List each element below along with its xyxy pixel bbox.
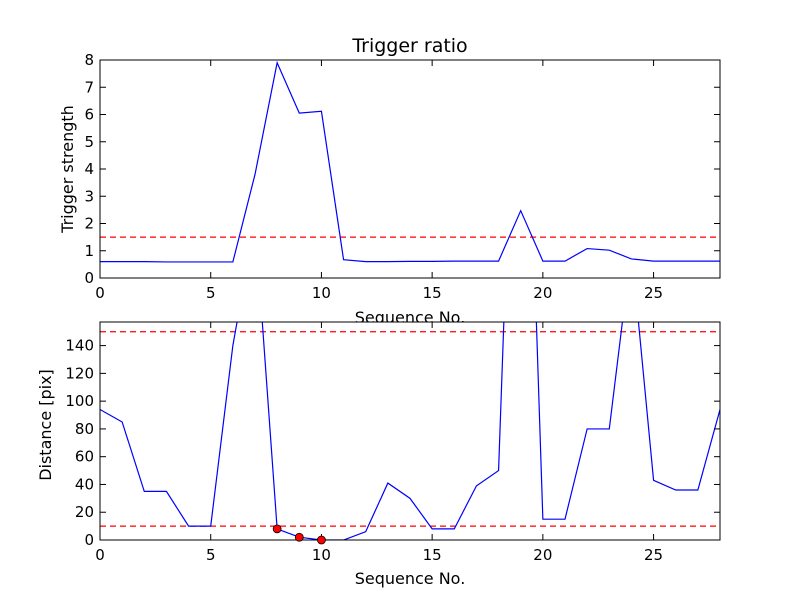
data-point-marker [272, 524, 282, 534]
y-tick-label: 100 [65, 392, 94, 410]
x-tick-label: 15 [423, 546, 442, 564]
distance-chart: 0 5 10 15 20 25 0 20 40 60 80 100 120 140 Sequence No… [36, 321, 721, 588]
series-line [100, 60, 720, 263]
y-axis-label: Trigger strength [58, 105, 77, 234]
y-tick-label: 6 [84, 106, 94, 124]
y-tick-label: 40 [75, 475, 94, 493]
x-axis-label: Sequence No. [355, 569, 466, 588]
y-tick-label: 0 [84, 269, 94, 287]
plot-frame [99, 321, 721, 541]
x-tick-label: 0 [95, 284, 105, 302]
y-tick-label: 0 [84, 531, 94, 549]
y-tick-label: 5 [84, 133, 94, 151]
y-tick-label: 120 [65, 364, 94, 382]
data-point-marker [294, 532, 304, 542]
y-tick-label: 4 [84, 160, 94, 178]
y-tick-label: 140 [65, 337, 94, 355]
x-tick-label: 20 [533, 546, 552, 564]
plot-area [100, 322, 720, 540]
x-tick-label: 0 [95, 546, 105, 564]
y-tick-label: 1 [84, 242, 94, 260]
x-tick-label: 5 [206, 284, 216, 302]
y-tick-label: 60 [75, 448, 94, 466]
y-tick-label: 20 [75, 503, 94, 521]
x-tick-label: 10 [312, 546, 331, 564]
x-tick-label: 25 [644, 284, 663, 302]
chart-title: Trigger ratio [351, 35, 467, 57]
marker-group [272, 524, 326, 545]
y-tick-label: 7 [84, 78, 94, 96]
data-point-marker [317, 535, 326, 545]
y-axis-label: Distance [pix] [36, 369, 55, 481]
series-line [100, 322, 720, 540]
x-tick-label: 5 [206, 546, 216, 564]
ticks: 0 5 10 15 20 25 0 20 40 60 80 100 120 140 [65, 322, 720, 564]
x-tick-label: 10 [312, 284, 331, 302]
series-group [100, 322, 720, 540]
y-tick-label: 8 [84, 51, 94, 69]
plot-area [100, 60, 720, 278]
y-tick-label: 80 [75, 420, 94, 438]
plot-frame [99, 59, 721, 279]
x-tick-label: 25 [644, 546, 663, 564]
y-tick-label: 3 [84, 187, 94, 205]
x-tick-label: 20 [533, 284, 552, 302]
x-tick-label: 15 [423, 284, 442, 302]
series-group [100, 60, 720, 263]
y-tick-label: 2 [84, 215, 94, 233]
